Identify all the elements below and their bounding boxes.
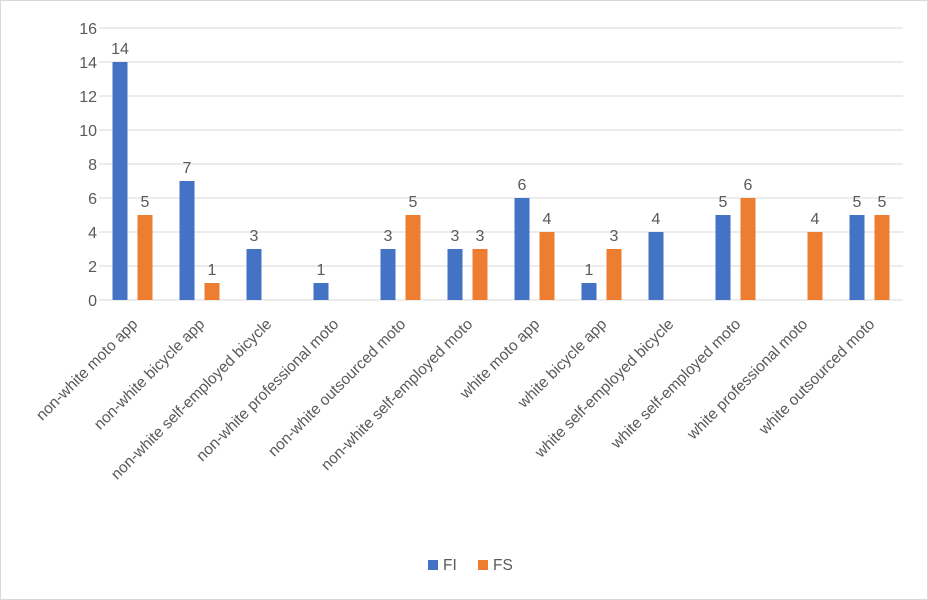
data-label-fs: 5 xyxy=(141,194,150,211)
y-tick-label: 8 xyxy=(88,157,97,174)
category-label: white self-employed moto xyxy=(607,316,744,453)
category-label: non-white bicycle app xyxy=(91,316,208,433)
data-label-fs: 1 xyxy=(208,262,217,279)
bar-fi xyxy=(514,198,530,300)
data-label-fs: 4 xyxy=(811,211,820,228)
data-label-fs: 3 xyxy=(476,228,485,245)
data-label-fi: 7 xyxy=(183,160,192,177)
data-label-fi: 3 xyxy=(384,228,393,245)
bar-fi xyxy=(447,249,463,300)
y-tick-label: 12 xyxy=(79,89,97,106)
bar-fi xyxy=(179,181,195,300)
category-label: white self-employed bicycle xyxy=(531,316,677,462)
category-label: white professional moto xyxy=(683,316,811,444)
y-tick-label: 10 xyxy=(79,123,97,140)
bar-fs xyxy=(137,215,153,300)
data-label-fi: 5 xyxy=(719,194,728,211)
category-label: non-white professional moto xyxy=(193,316,342,465)
legend-swatch-fi xyxy=(428,560,438,570)
data-label-fs: 5 xyxy=(409,194,418,211)
bar-fs xyxy=(539,232,555,300)
bar-fi xyxy=(715,215,731,300)
legend-label-fi: FI xyxy=(443,557,457,574)
y-tick-label: 2 xyxy=(88,259,97,276)
data-label-fi: 3 xyxy=(250,228,259,245)
bar-fi xyxy=(112,62,128,300)
legend: FI FS xyxy=(428,557,513,574)
bar-fs xyxy=(740,198,756,300)
data-label-fi: 4 xyxy=(652,211,661,228)
legend-label-fs: FS xyxy=(493,557,513,574)
data-label-fs: 3 xyxy=(610,228,619,245)
y-tick-label: 4 xyxy=(88,225,97,242)
bar-fi xyxy=(648,232,664,300)
bar-fs xyxy=(874,215,890,300)
bar-fi xyxy=(380,249,396,300)
category-label: white outsourced moto xyxy=(755,316,878,439)
data-label-fi: 6 xyxy=(518,177,527,194)
bar-fs xyxy=(807,232,823,300)
data-label-fi: 1 xyxy=(585,262,594,279)
data-label-fs: 4 xyxy=(543,211,552,228)
bar-fs xyxy=(204,283,220,300)
y-axis-ticks: 0 2 4 6 8 10 12 14 16 xyxy=(79,21,97,310)
y-tick-label: 16 xyxy=(79,21,97,38)
data-label-fi: 5 xyxy=(853,194,862,211)
bar-fs xyxy=(405,215,421,300)
bars xyxy=(112,62,890,300)
category-label: non-white outsourced moto xyxy=(265,316,409,460)
data-label-fi: 3 xyxy=(451,228,460,245)
data-label-fs: 5 xyxy=(878,194,887,211)
bar-fs xyxy=(472,249,488,300)
bar-fs xyxy=(606,249,622,300)
y-tick-label: 0 xyxy=(88,293,97,310)
gridlines xyxy=(99,27,903,301)
legend-swatch-fs xyxy=(478,560,488,570)
y-tick-label: 14 xyxy=(79,55,97,72)
bar-fi xyxy=(581,283,597,300)
bar-fi xyxy=(246,249,262,300)
data-label-fs: 6 xyxy=(744,177,753,194)
data-label-fi: 14 xyxy=(111,41,129,58)
data-label-fi: 1 xyxy=(317,262,326,279)
y-tick-label: 6 xyxy=(88,191,97,208)
bar-fi xyxy=(313,283,329,300)
bar-fi xyxy=(849,215,865,300)
